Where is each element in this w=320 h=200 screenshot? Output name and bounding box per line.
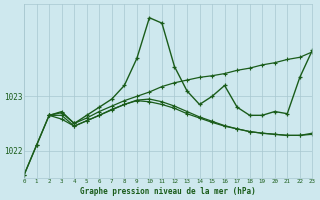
- X-axis label: Graphe pression niveau de la mer (hPa): Graphe pression niveau de la mer (hPa): [80, 187, 256, 196]
